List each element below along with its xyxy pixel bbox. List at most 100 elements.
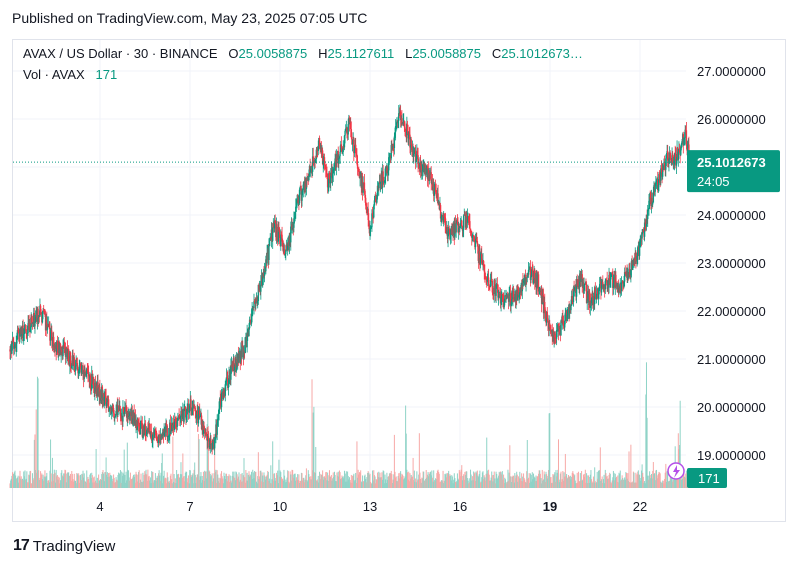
candle-body [52,336,55,346]
candle-body [547,318,549,323]
volume-bar [128,470,130,488]
candle-body [325,169,328,174]
volume-bar [578,481,580,488]
volume-bar [422,471,424,488]
volume-bar [502,479,504,488]
candle-body [257,284,260,302]
candle-body [482,260,485,267]
tradingview-footer[interactable]: 17 TradingView [13,537,115,555]
volume-bar [309,476,311,488]
volume-bar [491,475,493,488]
candle-body [308,175,310,181]
volume-bar [188,483,190,488]
volume-bar [332,478,334,488]
volume-bar [312,412,314,488]
volume-bar [108,476,110,488]
volume-bar [513,475,515,488]
candle-body [315,159,317,163]
volume-bar [597,471,599,488]
candle-body [525,277,527,285]
candle-body [445,233,447,234]
candle-body [332,170,334,174]
volume-bar [21,478,23,488]
volume-bar [665,463,667,488]
volume-bar [456,480,458,488]
volume-bar [280,477,282,488]
volume-bar [451,476,453,488]
volume-bar [310,476,312,488]
candle-body [680,148,682,155]
volume-bar [207,426,209,488]
volume-bar [168,482,170,488]
volume-bar [490,477,492,488]
volume-bar [470,474,472,488]
volume-bar [494,483,496,488]
candle-body [566,315,568,322]
volume-bar [671,470,673,488]
volume-bar [593,482,595,488]
volume-bar [241,472,243,488]
candle-body [623,272,626,282]
volume-bar [503,474,505,488]
volume-bar [424,480,426,488]
candle-body [84,372,87,376]
candle-body [491,279,493,281]
candle-body [685,129,687,131]
volume-bar [192,483,194,488]
candle-body [402,121,404,124]
candle-body [132,418,134,424]
volume-bar [367,472,369,488]
candle-body [479,258,482,266]
volume-bar [302,480,304,488]
candle-body [147,428,149,429]
volume-bar [212,481,214,488]
candle-body [633,257,635,265]
volume-bar [336,472,338,488]
candle-body [390,145,392,159]
candle-body [295,204,298,207]
candle-body [208,439,210,448]
volume-bar [367,471,369,488]
volume-bar [272,441,274,488]
volume-bar [618,472,620,488]
volume-bar [375,479,377,488]
candle-body [208,446,211,448]
candle-body [549,326,552,332]
candle-body [392,143,394,146]
candle-body [97,381,99,389]
candle-body [61,349,63,352]
volume-bar [252,472,254,488]
volume-bar [60,472,62,488]
candle-body [184,406,187,409]
volume-bar [639,474,641,488]
volume-bar [123,473,125,488]
volume-bar [113,477,115,488]
volume-bar [627,473,629,488]
candle-body [283,249,286,256]
candle-body [357,168,359,172]
candle-body [295,206,297,212]
candle-body [494,279,496,288]
volume-bar [496,478,498,488]
y-tick-label: 23.0000000 [697,256,766,271]
candle-body [501,294,504,295]
volume-bar [580,480,582,488]
candle-body [154,428,156,438]
candle-body [146,428,148,431]
candle-body [145,430,148,436]
candle-body [185,414,188,420]
symbol-label[interactable]: AVAX / US Dollar · 30 · BINANCE [23,46,218,61]
volume-bar [554,472,556,488]
candle-body [96,381,99,397]
volume-bar [339,472,341,488]
volume-bar [51,457,53,488]
volume-bar [30,470,32,488]
volume-label[interactable]: Vol · AVAX [23,67,85,82]
candle-body [322,160,324,165]
candle-body [622,280,624,284]
candle-body [230,366,232,380]
candle-body [218,408,220,414]
volume-bar [485,473,487,488]
candle-body [337,150,339,164]
